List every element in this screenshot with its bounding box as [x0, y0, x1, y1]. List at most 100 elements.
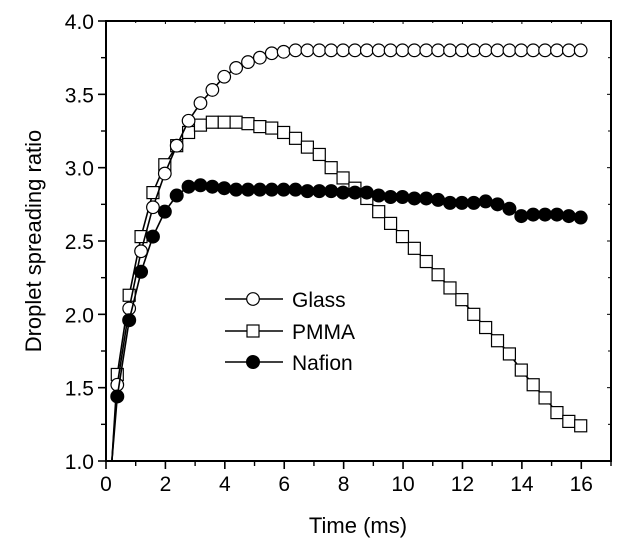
data-point-glass	[573, 43, 588, 58]
data-point-glass	[217, 69, 232, 84]
data-point-pmma	[574, 419, 588, 433]
series-glass	[110, 43, 588, 462]
data-point-nafion	[407, 191, 422, 206]
y-tick-label: 2.0	[65, 304, 94, 327]
legend-item-nafion: Nafion	[225, 352, 353, 375]
plot-frame	[105, 20, 612, 462]
data-point-nafion	[371, 188, 386, 203]
data-point-nafion	[431, 192, 446, 207]
y-tick-label: 2.5	[65, 231, 94, 254]
data-point-pmma	[550, 406, 564, 420]
data-point-nafion	[157, 204, 172, 219]
data-point-nafion	[145, 229, 160, 244]
data-point-glass	[454, 43, 469, 58]
data-point-glass	[383, 43, 398, 58]
data-point-glass	[264, 46, 279, 61]
data-point-pmma	[265, 121, 279, 135]
data-point-pmma	[526, 378, 540, 392]
data-point-glass	[443, 43, 457, 58]
series-nafion	[110, 178, 588, 462]
series-layer	[110, 43, 588, 462]
data-point-pmma	[146, 186, 160, 200]
x-axis-ticks: 0 2 4 6 8 10 12 14 16	[100, 21, 612, 496]
data-point-pmma	[443, 281, 457, 295]
data-point-nafion	[336, 185, 351, 200]
data-point-nafion	[466, 195, 481, 210]
legend-item-pmma: PMMA	[225, 321, 355, 344]
data-point-nafion	[134, 264, 149, 279]
data-point-glass	[300, 43, 315, 58]
data-point-nafion	[573, 210, 588, 225]
data-point-nafion	[264, 182, 279, 197]
data-point-pmma	[288, 131, 303, 145]
data-point-nafion	[442, 195, 457, 210]
data-point-nafion	[514, 209, 529, 224]
data-point-glass	[134, 244, 148, 259]
plot-border	[105, 20, 612, 462]
y-axis-ticks: 1.0 1.5 2.0 2.5 3.0 3.5 4.0	[65, 11, 611, 474]
data-point-nafion	[538, 207, 553, 222]
data-point-nafion	[181, 179, 196, 194]
data-point-glass	[478, 43, 493, 58]
data-point-pmma	[395, 230, 410, 244]
data-point-glass	[110, 377, 125, 392]
data-point-glass	[288, 43, 303, 58]
x-tick-label: 0	[100, 473, 112, 496]
data-point-glass	[431, 43, 446, 58]
legend: Glass PMMA Nafion	[225, 289, 355, 375]
data-point-pmma	[479, 320, 493, 335]
data-point-pmma	[562, 414, 576, 428]
data-point-pmma	[419, 254, 433, 269]
data-point-nafion	[122, 313, 137, 328]
data-point-pmma	[455, 293, 469, 307]
legend-label: PMMA	[292, 321, 355, 344]
data-point-nafion	[395, 190, 410, 204]
data-point-nafion	[312, 184, 327, 199]
data-point-glass	[359, 43, 374, 58]
data-point-nafion	[383, 190, 398, 204]
data-point-pmma	[514, 363, 528, 377]
y-tick-label: 3.0	[65, 158, 94, 181]
legend-item-glass: Glass	[225, 289, 346, 312]
legend-marker-open-circle	[246, 292, 260, 306]
data-point-glass	[276, 44, 291, 59]
data-point-glass	[146, 200, 160, 215]
data-point-nafion	[454, 195, 469, 210]
data-point-pmma	[431, 268, 445, 282]
data-point-glass	[336, 43, 350, 58]
data-point-glass	[205, 83, 220, 97]
data-point-pmma	[217, 115, 231, 129]
data-point-pmma	[383, 216, 398, 230]
data-point-pmma	[467, 307, 481, 321]
x-axis-title: Time (ms)	[309, 513, 407, 538]
data-point-nafion	[217, 181, 232, 196]
data-point-pmma	[253, 119, 267, 134]
data-point-nafion	[419, 191, 434, 206]
data-point-glass	[348, 43, 362, 58]
data-point-glass	[181, 113, 196, 128]
y-tick-label: 1.5	[65, 378, 94, 401]
data-point-glass	[538, 43, 552, 58]
data-point-glass	[407, 43, 422, 58]
data-point-glass	[241, 55, 255, 69]
data-point-nafion	[193, 178, 208, 193]
data-point-pmma	[241, 117, 255, 131]
x-tick-label: 2	[160, 473, 172, 496]
x-tick-label: 14	[510, 473, 534, 496]
data-point-nafion	[276, 182, 291, 197]
legend-label: Nafion	[292, 352, 353, 375]
y-tick-label: 3.5	[65, 84, 94, 107]
data-point-nafion	[169, 188, 184, 203]
data-point-nafion	[110, 389, 125, 404]
series-line-glass	[111, 49, 581, 462]
data-point-glass	[157, 166, 172, 181]
data-point-pmma	[324, 161, 338, 175]
data-point-glass	[324, 43, 339, 58]
legend-marker-filled-circle	[246, 355, 260, 369]
data-point-pmma	[490, 334, 505, 348]
data-point-nafion	[205, 179, 220, 194]
data-point-pmma	[229, 115, 243, 129]
data-point-pmma	[300, 140, 315, 154]
data-point-nafion	[288, 182, 303, 197]
data-point-glass	[169, 138, 184, 153]
